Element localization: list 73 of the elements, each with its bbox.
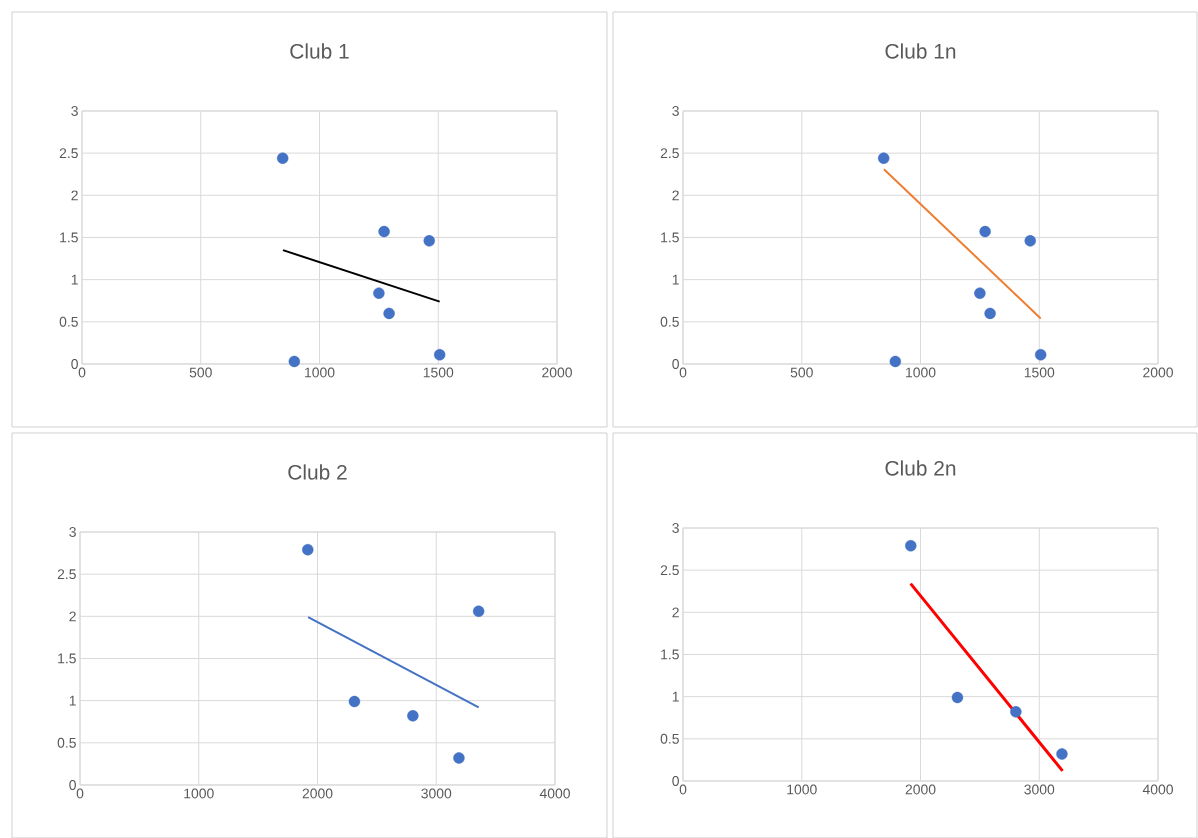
x-tick-label: 0 (679, 784, 687, 795)
y-tick-label: 1.5 (661, 232, 679, 243)
point (423, 235, 435, 247)
y-tick-label: 3 (672, 106, 679, 116)
x-tick-label: 2000 (542, 367, 572, 378)
y-tick-label: 2.5 (660, 565, 679, 576)
point (453, 752, 465, 764)
point (1010, 706, 1022, 718)
y-tick-label: 0.5 (57, 737, 76, 748)
chart-title: Club 2 (288, 464, 347, 480)
point (974, 287, 986, 299)
point (433, 349, 446, 361)
x-tick-label: 3000 (1024, 784, 1055, 795)
y-tick-label: 2.5 (57, 569, 76, 580)
point (378, 225, 390, 238)
x-tick-label: 1500 (1024, 367, 1055, 378)
y-tick-label: 2 (672, 190, 679, 201)
point (383, 307, 395, 320)
y-tick-label: 3 (71, 106, 78, 116)
chart-title: Club 2n (885, 460, 956, 476)
point (472, 605, 485, 617)
y-tick-label: 0.5 (660, 733, 679, 744)
point (288, 355, 301, 368)
y-tick-label: 0.5 (59, 316, 78, 327)
point (979, 225, 991, 238)
x-tick-label: 1000 (184, 788, 214, 799)
y-tick-label: 1 (69, 695, 76, 706)
x-tick-label: 1000 (906, 367, 936, 378)
point (348, 695, 361, 708)
x-tick-label: 500 (790, 367, 813, 378)
point (373, 287, 385, 299)
y-tick-label: 1 (672, 274, 679, 285)
x-tick-label: 4000 (1142, 784, 1173, 795)
y-tick-label: 2 (672, 607, 679, 618)
x-tick-label: 2000 (905, 784, 936, 795)
y-tick-label: 1 (71, 274, 78, 285)
x-tick-label: 2000 (1143, 367, 1173, 378)
y-tick-label: 3 (672, 523, 679, 533)
point (407, 710, 419, 722)
y-tick-label: 0 (672, 359, 679, 369)
x-tick-label: 0 (679, 367, 687, 378)
x-tick-label: 3000 (421, 788, 452, 799)
x-tick-label: 500 (189, 367, 212, 378)
x-tick-label: 1500 (423, 367, 454, 378)
point (1034, 349, 1047, 361)
y-tick-label: 1.5 (661, 649, 679, 660)
x-tick-label: 4000 (539, 788, 570, 799)
y-tick-label: 1.5 (58, 653, 76, 664)
y-tick-label: 2 (71, 190, 78, 201)
point (984, 307, 996, 320)
y-tick-label: 0 (71, 359, 78, 369)
point (302, 544, 314, 556)
point (1024, 235, 1036, 247)
y-tick-label: 0 (672, 776, 679, 786)
point (277, 152, 289, 164)
chart-title: Club 1n (885, 43, 956, 59)
y-tick-label: 3 (69, 527, 76, 537)
x-tick-label: 1000 (305, 367, 335, 378)
point (889, 355, 902, 368)
point (878, 152, 890, 164)
x-tick-label: 0 (78, 367, 86, 378)
point (1056, 748, 1068, 760)
y-tick-label: 0.5 (660, 316, 679, 327)
y-tick-label: 2.5 (59, 148, 78, 159)
chart-title: Club 1 (290, 43, 349, 59)
point (951, 691, 964, 704)
x-tick-label: 2000 (302, 788, 333, 799)
y-tick-label: 1.5 (60, 232, 78, 243)
x-tick-label: 1000 (787, 784, 817, 795)
y-tick-label: 2 (69, 611, 76, 622)
y-tick-label: 1 (672, 691, 679, 702)
y-tick-label: 2.5 (660, 148, 679, 159)
point (905, 540, 917, 552)
